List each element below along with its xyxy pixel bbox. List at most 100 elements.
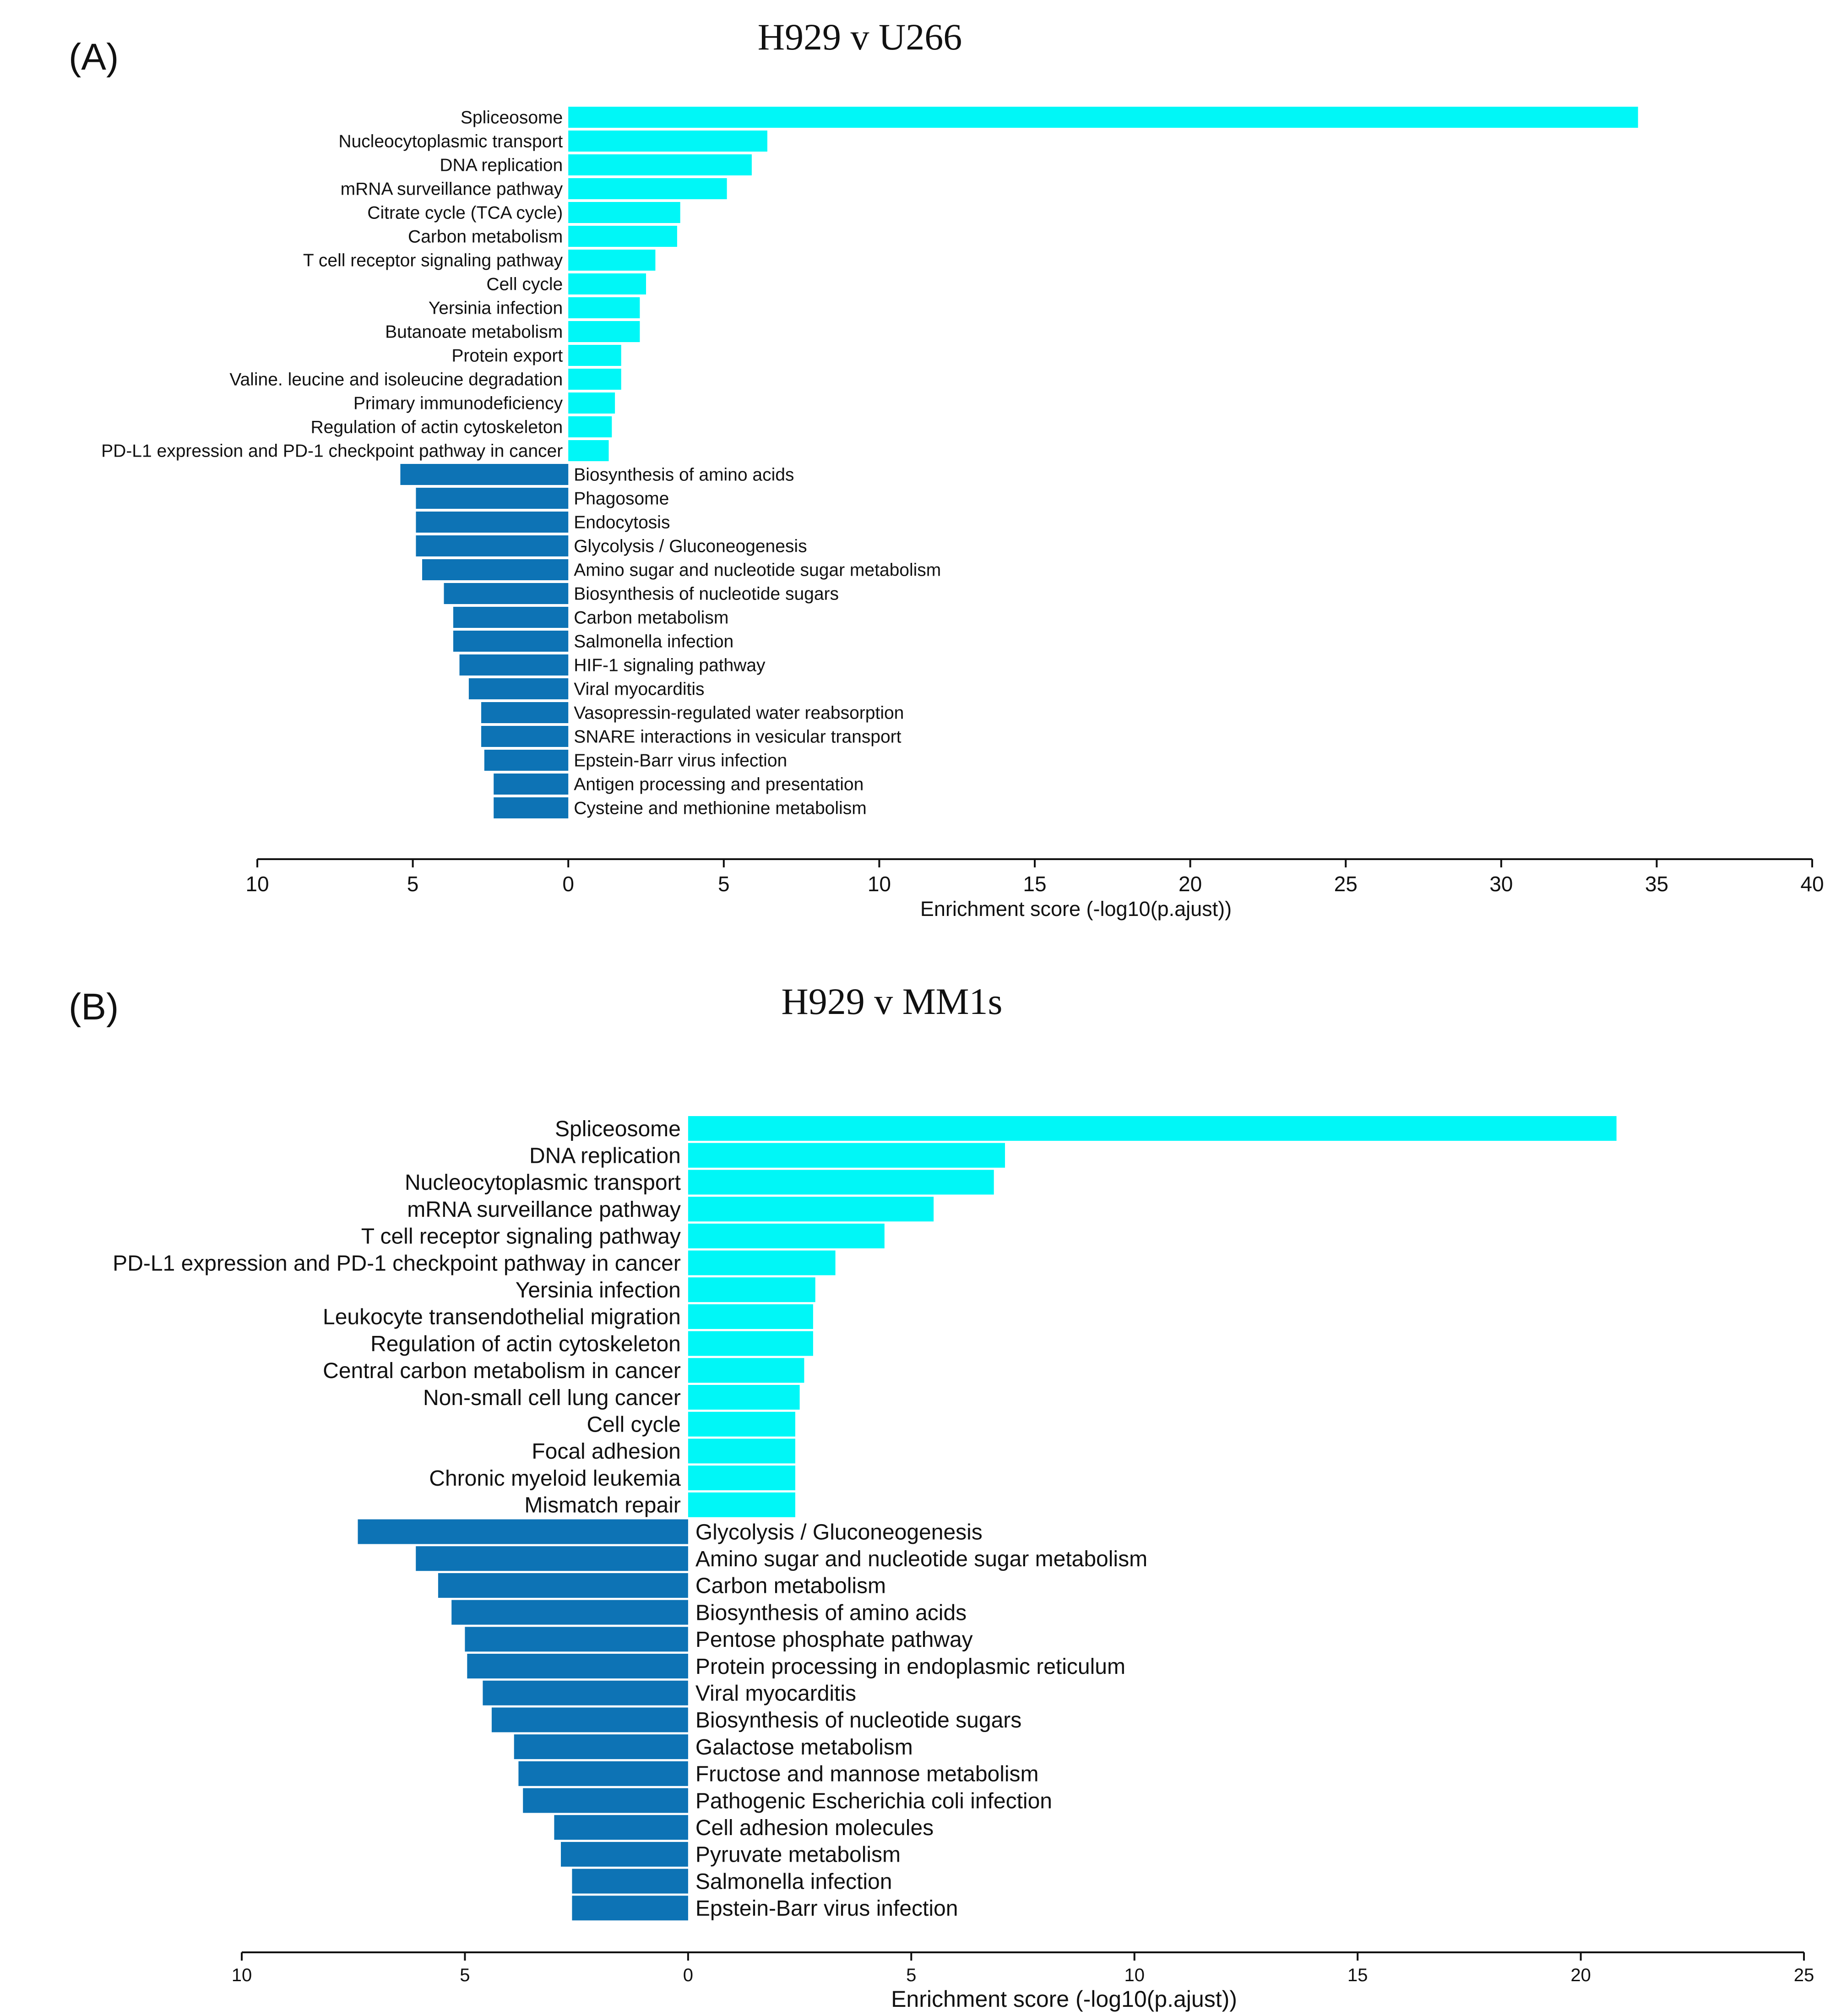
- bar-up-nucleocytoplasmic-transport: [688, 1170, 994, 1195]
- bar-label-fructose-and-mannose-metabolism: Fructose and mannose metabolism: [695, 1762, 1039, 1787]
- x-tick-label: 20: [1179, 872, 1202, 896]
- bar-up-mismatch-repair: [688, 1492, 795, 1517]
- x-tick-label: 35: [1645, 872, 1668, 896]
- bar-down-biosynthesis-of-nucleotide-sugars: [444, 583, 569, 604]
- bar-label-antigen-processing-and-presentation: Antigen processing and presentation: [574, 775, 864, 795]
- bar-up-protein-export: [568, 345, 621, 366]
- bar-down-salmonella-infection: [572, 1869, 688, 1894]
- bar-label-cysteine-and-methionine-metabolism: Cysteine and methionine metabolism: [574, 799, 867, 818]
- panel-a-x-axis-title: Enrichment score (-log10(p.ajust)): [920, 897, 1232, 921]
- bar-down-hif-1-signaling-pathway: [459, 654, 569, 676]
- bar-label-biosynthesis-of-amino-acids: Biosynthesis of amino acids: [574, 465, 794, 485]
- panel-b-bars: [358, 1116, 1617, 1921]
- bar-down-carbon-metabolism: [438, 1573, 688, 1598]
- bar-up-dna-replication: [568, 154, 752, 175]
- bar-down-salmonella-infection: [453, 631, 569, 652]
- bar-label-phagosome: Phagosome: [574, 489, 669, 509]
- x-tick-label: 0: [683, 1965, 693, 1985]
- x-tick-label: 5: [718, 872, 730, 896]
- bar-up-chronic-myeloid-leukemia: [688, 1466, 795, 1491]
- bar-down-antigen-processing-and-presentation: [494, 774, 569, 795]
- bar-up-dna-replication: [688, 1143, 1005, 1168]
- x-tick-label: 40: [1800, 872, 1824, 896]
- bar-down-endocytosis: [416, 512, 569, 533]
- bar-label-spliceosome: Spliceosome: [555, 1117, 681, 1141]
- bar-label-pd-l1-expression-and-pd-1-checkpoint-pathway-in-cancer: PD-L1 expression and PD-1 checkpoint pat…: [101, 441, 563, 461]
- panel-b-x-axis-title: Enrichment score (-log10(p.ajust)): [891, 1986, 1237, 2012]
- bar-label-dna-replication: DNA replication: [529, 1144, 681, 1168]
- bar-up-mrna-surveillance-pathway: [688, 1197, 934, 1222]
- panel-b-x-ticks: 10 5 0 5 10 15 20 25: [232, 1952, 1814, 1985]
- bar-down-epstein-barr-virus-infection: [572, 1896, 688, 1921]
- x-tick-label: 10: [1124, 1965, 1145, 1985]
- bar-down-phagosome: [416, 488, 569, 509]
- bar-label-carbon-metabolism: Carbon metabolism: [574, 608, 728, 628]
- bar-label-viral-myocarditis: Viral myocarditis: [574, 680, 704, 699]
- bar-up-mrna-surveillance-pathway: [568, 178, 727, 199]
- bar-up-central-carbon-metabolism-in-cancer: [688, 1358, 804, 1383]
- x-tick-label: 5: [407, 872, 419, 896]
- bar-label-viral-myocarditis: Viral myocarditis: [695, 1682, 856, 1706]
- bar-label-central-carbon-metabolism-in-cancer: Central carbon metabolism in cancer: [323, 1359, 681, 1383]
- panel-a-bars: [400, 107, 1638, 818]
- panel-a-title: H929 v U266: [758, 16, 962, 58]
- bar-label-vasopressin-regulated-water-reabsorption: Vasopressin-regulated water reabsorption: [574, 703, 904, 723]
- bar-down-protein-processing-in-endoplasmic-reticulum: [467, 1654, 688, 1678]
- bar-label-primary-immunodeficiency: Primary immunodeficiency: [353, 394, 563, 414]
- bar-label-mismatch-repair: Mismatch repair: [524, 1493, 680, 1518]
- bar-up-non-small-cell-lung-cancer: [688, 1385, 800, 1410]
- bar-up-focal-adhesion: [688, 1438, 795, 1464]
- panel-b: (B) H929 v MM1s Spliceosome DNA replicati…: [69, 981, 1814, 2012]
- bar-label-biosynthesis-of-amino-acids: Biosynthesis of amino acids: [695, 1601, 967, 1625]
- x-tick-label: 0: [562, 872, 574, 896]
- panel-a-x-ticks: 10 5 0 5 10 15 20 25 30 35 40: [245, 859, 1824, 896]
- bar-label-pathogenic-escherichia-coli-infection: Pathogenic Escherichia coli infection: [695, 1789, 1052, 1813]
- bar-down-biosynthesis-of-amino-acids: [451, 1600, 688, 1625]
- bar-label-amino-sugar-and-nucleotide-sugar-metabolism: Amino sugar and nucleotide sugar metabol…: [695, 1547, 1147, 1571]
- x-tick-label: 30: [1489, 872, 1513, 896]
- bar-label-t-cell-receptor-signaling-pathway: T cell receptor signaling pathway: [303, 251, 563, 271]
- bar-down-amino-sugar-and-nucleotide-sugar-metabolism: [416, 1546, 688, 1571]
- bar-label-glycolysis-gluconeogenesis: Glycolysis / Gluconeogenesis: [695, 1520, 983, 1544]
- bar-label-epstein-barr-virus-infection: Epstein-Barr virus infection: [695, 1896, 958, 1921]
- bar-label-cell-cycle: Cell cycle: [486, 275, 563, 294]
- bar-label-pentose-phosphate-pathway: Pentose phosphate pathway: [695, 1628, 973, 1652]
- bar-up-regulation-of-actin-cytoskeleton: [568, 416, 612, 437]
- bar-up-primary-immunodeficiency: [568, 392, 615, 414]
- bar-label-citrate-cycle-tca-cycle: Citrate cycle (TCA cycle): [367, 203, 563, 223]
- bar-label-cell-cycle: Cell cycle: [587, 1413, 680, 1437]
- bar-up-t-cell-receptor-signaling-pathway: [688, 1223, 885, 1248]
- bar-label-nucleocytoplasmic-transport: Nucleocytoplasmic transport: [405, 1171, 681, 1195]
- bar-label-hif-1-signaling-pathway: HIF-1 signaling pathway: [574, 656, 766, 676]
- bar-up-regulation-of-actin-cytoskeleton: [688, 1331, 813, 1356]
- panel-a: (A) H929 v U266 Spliceosome Nucleocytopla…: [69, 16, 1824, 921]
- bar-down-snare-interactions-in-vesicular-transport: [481, 726, 569, 747]
- bar-label-biosynthesis-of-nucleotide-sugars: Biosynthesis of nucleotide sugars: [695, 1708, 1021, 1733]
- bar-label-cell-adhesion-molecules: Cell adhesion molecules: [695, 1816, 934, 1840]
- bar-label-pyruvate-metabolism: Pyruvate metabolism: [695, 1843, 901, 1867]
- x-tick-label: 15: [1347, 1965, 1368, 1985]
- x-tick-label: 5: [460, 1965, 470, 1985]
- x-tick-label: 5: [906, 1965, 916, 1985]
- bar-label-carbon-metabolism: Carbon metabolism: [408, 227, 563, 247]
- bar-down-pyruvate-metabolism: [561, 1842, 688, 1867]
- bar-down-pentose-phosphate-pathway: [465, 1627, 688, 1652]
- bar-down-carbon-metabolism: [453, 607, 569, 628]
- x-tick-label: 10: [232, 1965, 252, 1985]
- bar-up-pd-l1-expression-and-pd-1-checkpoint-pathway-in-cancer: [568, 440, 609, 461]
- panel-a-letter: (A): [69, 36, 119, 78]
- bar-label-valine-leucine-and-isoleucine-degradation: Valine. leucine and isoleucine degradati…: [229, 370, 563, 390]
- bar-up-cell-cycle: [688, 1411, 795, 1437]
- bar-up-yersinia-infection: [688, 1277, 815, 1302]
- bar-up-leukocyte-transendothelial-migration: [688, 1304, 813, 1329]
- bar-label-regulation-of-actin-cytoskeleton: Regulation of actin cytoskeleton: [370, 1332, 681, 1356]
- bar-label-glycolysis-gluconeogenesis: Glycolysis / Gluconeogenesis: [574, 537, 807, 556]
- bar-down-fructose-and-mannose-metabolism: [518, 1761, 688, 1786]
- bar-label-t-cell-receptor-signaling-pathway: T cell receptor signaling pathway: [361, 1225, 681, 1249]
- bar-down-cysteine-and-methionine-metabolism: [494, 797, 569, 818]
- bar-down-pathogenic-escherichia-coli-infection: [523, 1788, 688, 1813]
- bar-down-cell-adhesion-molecules: [554, 1815, 688, 1840]
- bar-label-yersinia-infection: Yersinia infection: [516, 1278, 681, 1302]
- bar-label-leukocyte-transendothelial-migration: Leukocyte transendothelial migration: [323, 1305, 681, 1329]
